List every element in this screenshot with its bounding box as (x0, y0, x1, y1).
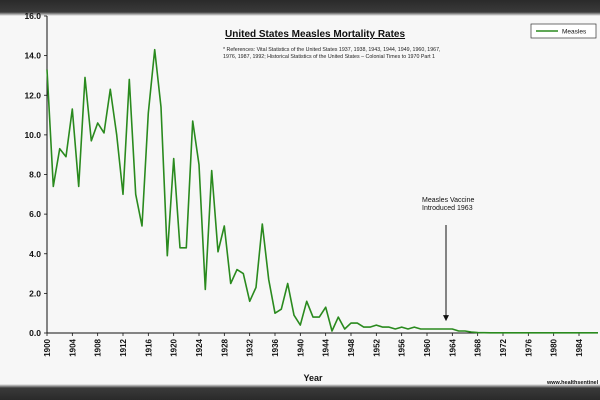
x-tick-label: 1964 (448, 338, 457, 356)
x-tick-label: 1924 (195, 338, 204, 356)
x-tick-label: 1928 (220, 338, 229, 356)
x-tick-label: 1956 (398, 338, 407, 356)
x-axis-label: Year (303, 373, 323, 383)
legend-box (530, 23, 597, 39)
x-tick-label: 1916 (144, 338, 153, 356)
annotation-arrowhead (443, 315, 449, 322)
x-tick-label: 1968 (474, 338, 483, 356)
website-credit: www.healthsentinel (546, 380, 599, 386)
x-tick-label: 1948 (347, 338, 356, 356)
chart-title: United States Measles Mortality Rates (225, 29, 405, 40)
x-tick-label: 1900 (43, 338, 52, 356)
annotation-line-1: Measles Vaccine (422, 197, 475, 204)
legend: Measles (530, 23, 597, 39)
x-tick-label: 1960 (423, 338, 432, 356)
x-tick-label: 1976 (524, 338, 533, 356)
y-tick-label: 6.0 (29, 209, 41, 219)
x-tick-label: 1940 (296, 338, 305, 356)
annotation-line-2: Introduced 1963 (422, 205, 473, 212)
x-tick-label: 1920 (170, 338, 179, 356)
x-tick-label: 1932 (246, 338, 255, 356)
y-tick-label: 8.0 (29, 170, 41, 180)
x-tick-label: 1972 (499, 338, 508, 356)
x-tick-label: 1984 (575, 338, 584, 356)
y-tick-label: 0.0 (29, 328, 41, 338)
series-layer (46, 48, 598, 334)
y-tick-label: 2.0 (29, 288, 41, 298)
y-tick-label: 12.0 (24, 90, 41, 100)
chart-reference-line-2: 1976, 1987, 1992; Historical Statistics … (223, 54, 435, 60)
chart-reference-line-1: * References: Vital Statistics of the Un… (223, 47, 441, 53)
x-tick-label: 1904 (68, 338, 77, 356)
y-tick-label: 4.0 (29, 249, 41, 259)
x-tick-label: 1936 (271, 338, 280, 356)
x-tick-label: 1980 (550, 338, 559, 356)
y-tick-label: 16.0 (24, 11, 41, 21)
x-tick-label: 1944 (322, 338, 331, 356)
x-tick-label: 1912 (119, 338, 128, 356)
y-tick-label: 10.0 (24, 130, 41, 140)
vaccine-annotation: Measles Vaccine Introduced 1963 (422, 197, 475, 322)
axes: 0.0 2.0 4.0 6.0 8.0 10.0 12.0 14.0 16.0 1900 1904 1… (24, 11, 598, 357)
legend-label-measles: Measles (562, 29, 587, 36)
x-tick-label: 1952 (372, 338, 381, 356)
series-line-measles (46, 48, 598, 334)
x-tick-label: 1908 (94, 338, 103, 356)
y-tick-label: 14.0 (24, 51, 41, 61)
